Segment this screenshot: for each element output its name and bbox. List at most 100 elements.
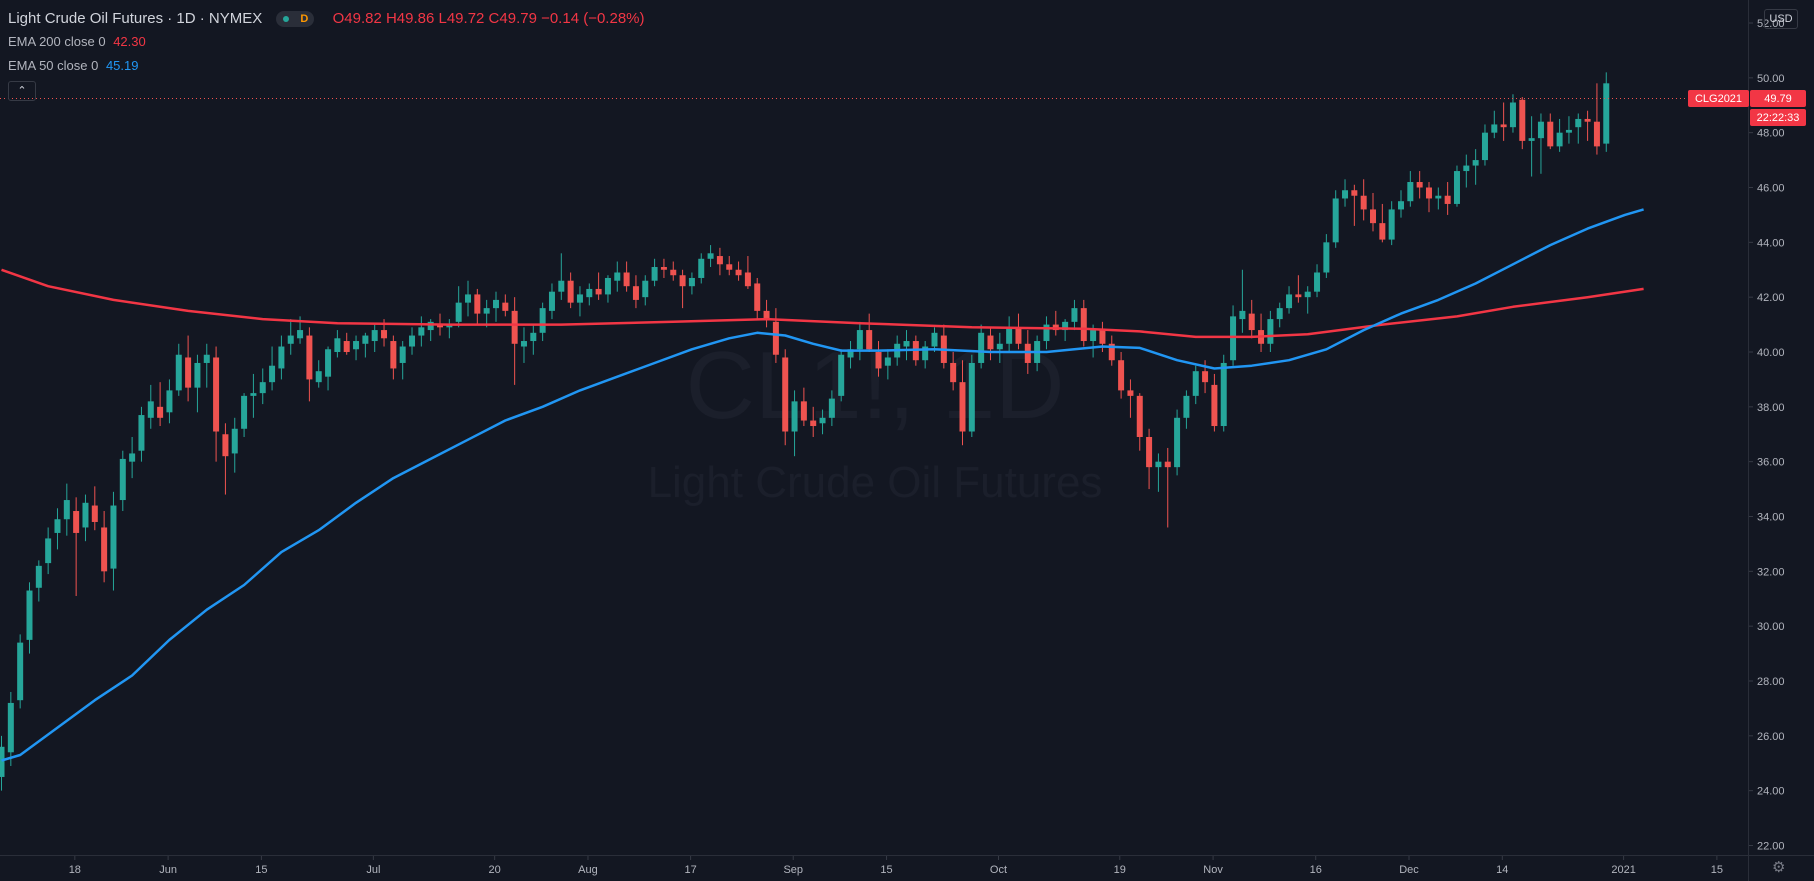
candle: [1332, 190, 1339, 248]
candle: [950, 352, 957, 391]
candle-body: [595, 288, 602, 295]
candle-body: [1528, 138, 1535, 141]
ema50-legend[interactable]: EMA 50 close 0 45.19: [8, 58, 139, 73]
candle: [623, 261, 630, 292]
collapse-legend-button[interactable]: ⌃: [8, 81, 36, 101]
time-tick-label: Dec: [1399, 864, 1419, 876]
currency-button[interactable]: USD: [1764, 9, 1798, 29]
time-tick-label: Jun: [159, 864, 177, 876]
candle: [548, 283, 555, 320]
candle: [362, 332, 369, 358]
gear-icon[interactable]: ⚙: [1772, 859, 1786, 876]
time-tick-label: 15: [1711, 864, 1723, 876]
candle: [474, 288, 481, 325]
candle-body: [213, 357, 220, 432]
price-axis[interactable]: 22.00 24.00 26.00 28.00 30.00 32.00 34.00 36.00…: [1749, 18, 1785, 853]
candle-body: [1295, 294, 1302, 298]
time-axis[interactable]: 18 Jun 15 Jul 20 Aug 17 Sep 15 Oct 19 Nov 16 Dec 14 202…: [69, 856, 1723, 876]
candle-body: [1304, 291, 1311, 298]
candle-body: [586, 288, 593, 298]
candle: [670, 261, 677, 281]
candle-body: [632, 286, 639, 300]
candle-body: [978, 332, 985, 363]
candle-body: [110, 505, 117, 569]
candle: [1118, 352, 1125, 399]
candle-body: [1006, 327, 1013, 344]
candle-body: [520, 341, 527, 347]
candle-body: [1043, 324, 1050, 342]
candle-body: [54, 519, 61, 533]
candle: [642, 275, 649, 306]
candle-body: [1267, 319, 1274, 344]
price-tick-label: 38.00: [1757, 402, 1785, 414]
candle: [418, 316, 425, 347]
interval-pill[interactable]: D: [276, 11, 315, 28]
candle-body: [0, 746, 5, 777]
candle: [1248, 299, 1255, 339]
candle-body: [259, 382, 266, 394]
time-tick-label: 19: [1114, 864, 1126, 876]
candle-body: [968, 362, 975, 432]
candle-body: [17, 642, 24, 701]
watermark-name: Light Crude Oil Futures: [648, 458, 1103, 507]
candle-body: [1108, 343, 1115, 361]
candle-body: [1118, 360, 1125, 391]
candle-body: [371, 330, 378, 342]
candle: [828, 390, 835, 427]
candle: [91, 486, 98, 531]
price-tick-label: 52.00: [1757, 18, 1785, 30]
candle-body: [502, 302, 509, 311]
time-tick-label: Aug: [578, 864, 598, 876]
price-tick-label: 36.00: [1757, 457, 1785, 469]
price-tick-label: 24.00: [1757, 786, 1785, 798]
candle: [129, 436, 136, 479]
price-tick-label: 48.00: [1757, 128, 1785, 140]
candle: [54, 508, 61, 550]
candle: [427, 319, 434, 342]
candle-body: [1593, 121, 1600, 147]
candle: [1425, 182, 1432, 213]
price-tick-label: 28.00: [1757, 676, 1785, 688]
candle: [194, 354, 201, 413]
candle-body: [558, 280, 565, 292]
candle-body: [567, 280, 574, 303]
candle: [1323, 234, 1330, 278]
candle: [213, 346, 220, 462]
time-tick-label: 17: [684, 864, 696, 876]
candle-body: [166, 390, 173, 413]
ema200-value: 42.30: [113, 34, 146, 49]
candle: [576, 286, 583, 317]
candle-body: [129, 453, 136, 462]
candle-body: [1407, 182, 1414, 202]
candle: [1593, 83, 1600, 155]
candle: [1537, 113, 1544, 174]
candle: [632, 275, 639, 309]
countdown-tag-bg: [1750, 109, 1806, 126]
candle: [1043, 316, 1050, 350]
candle-body: [847, 349, 854, 358]
candle: [679, 269, 686, 309]
candle-body: [1398, 201, 1404, 210]
candle: [1314, 264, 1321, 298]
symbol-legend[interactable]: Light Crude Oil Futures · 1D · NYMEX D O…: [8, 10, 645, 28]
candle: [1146, 428, 1153, 490]
candle-body: [315, 371, 322, 383]
candle: [1398, 190, 1404, 218]
candle: [231, 417, 238, 473]
ema200-legend[interactable]: EMA 200 close 0 42.30: [8, 34, 146, 49]
candle: [1360, 179, 1367, 221]
time-tick-label: 20: [489, 864, 501, 876]
candle-body: [119, 458, 126, 501]
candle-body: [1164, 461, 1171, 468]
candle: [819, 409, 826, 435]
candle-body: [1155, 461, 1162, 468]
ema200-label: EMA 200 close 0: [8, 34, 106, 49]
candle: [558, 253, 565, 300]
candle-body: [194, 362, 201, 388]
candle: [157, 382, 164, 427]
candle-body: [791, 401, 798, 432]
candle-body: [922, 346, 929, 361]
candle-body: [866, 330, 873, 350]
candle-body: [390, 341, 397, 369]
